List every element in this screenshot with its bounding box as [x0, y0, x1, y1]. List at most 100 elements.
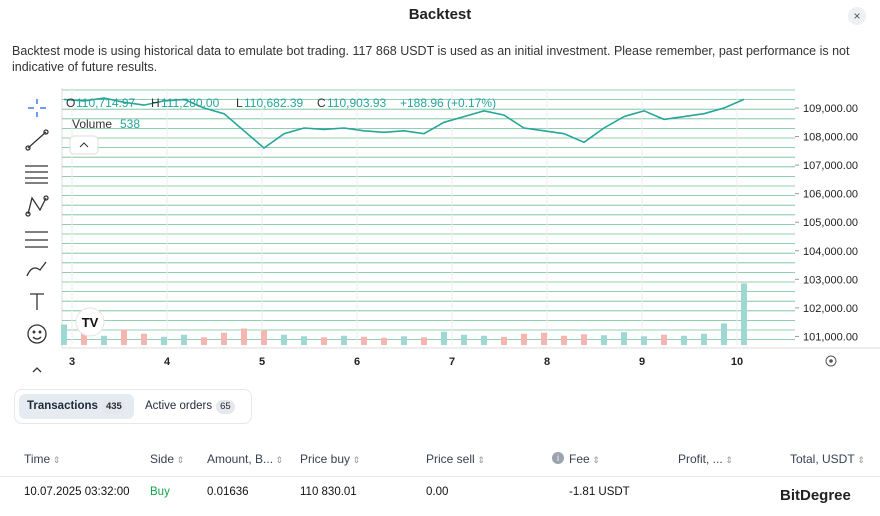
close-button[interactable]: ×: [848, 7, 866, 25]
toolbar: [25, 99, 49, 373]
ohlc-l-label: L: [236, 96, 243, 110]
volume-bar: [221, 332, 227, 345]
y-tick-label: 103,000.00: [803, 274, 858, 286]
sort-icon: ⇕: [589, 455, 600, 465]
volume-bar: [741, 283, 747, 345]
description: Backtest mode is using historical data t…: [12, 44, 850, 74]
x-tick-label: 7: [449, 356, 455, 368]
text-tool[interactable]: [30, 293, 44, 310]
collapse-legend[interactable]: [69, 135, 99, 155]
ohlc-h: 111,280.00: [161, 96, 220, 110]
tab-label: Active orders: [145, 400, 213, 412]
price-line: [63, 97, 745, 150]
column-header[interactable]: Price buy ⇕: [300, 452, 361, 466]
volume-bar: [321, 337, 327, 345]
svg-text:TV: TV: [82, 315, 99, 330]
column-header[interactable]: Profit, ... ⇕: [678, 452, 733, 466]
tab-label: Transactions: [27, 400, 98, 412]
volume-bar: [261, 330, 267, 345]
volume-bar: [101, 335, 107, 345]
volume-bar: [181, 334, 187, 345]
volume-bar: [341, 335, 347, 345]
ohlc-c-label: C: [317, 96, 326, 110]
volume-value: 538: [120, 117, 140, 131]
plot: [61, 88, 747, 345]
volume-bar: [301, 336, 307, 345]
volume-bar: [661, 334, 667, 345]
fib-tool[interactable]: [25, 165, 48, 184]
title: Backtest: [408, 6, 472, 23]
y-tick-label: 105,000.00: [803, 217, 858, 229]
table-cell: -1.81 USDT: [569, 486, 630, 498]
line-tool[interactable]: [25, 129, 49, 151]
volume-bar: [421, 337, 427, 345]
ohlc-o: 110,714.97: [76, 96, 135, 110]
x-tick-label: 3: [69, 356, 75, 368]
y-tick-label: 104,000.00: [803, 246, 858, 258]
crosshair-tool[interactable]: [28, 99, 46, 117]
table-cell: 110 830.01: [300, 486, 357, 498]
emoji-tool[interactable]: [27, 324, 47, 344]
tab-transactions[interactable]: Transactions 435: [19, 394, 134, 419]
volume-bar: [601, 335, 607, 345]
volume-bar: [201, 337, 207, 345]
volume-bar: [501, 336, 507, 345]
x-tick-label: 6: [354, 356, 360, 368]
x-tick-label: 5: [259, 356, 265, 368]
sort-icon: ⇕: [350, 455, 361, 465]
volume-bar: [721, 323, 727, 345]
tabs: Transactions 435 Active orders 65: [14, 389, 252, 424]
volume-bar: [641, 336, 647, 345]
table-cell: 0.00: [426, 486, 449, 498]
volume-bar: [401, 336, 407, 345]
volume-bar: [621, 332, 627, 345]
y-tick-label: 101,000.00: [803, 331, 858, 343]
ohlc-change: +188.96 (+0.17%): [400, 96, 496, 110]
collapse-toolbar[interactable]: [32, 367, 42, 373]
volume-bar: [381, 337, 387, 345]
volume-bar: [581, 334, 587, 345]
order-levels: [62, 89, 795, 341]
ohlc-l: 110,682.39: [244, 96, 303, 110]
settings-icon[interactable]: [825, 355, 837, 367]
brush-tool[interactable]: [26, 261, 47, 277]
volume-bar: [461, 334, 467, 345]
column-header[interactable]: Price sell ⇕: [426, 452, 485, 466]
volume-bar: [241, 328, 247, 345]
y-tick-label: 106,000.00: [803, 189, 858, 201]
sort-icon: ⇕: [474, 455, 485, 465]
volume-bar: [121, 329, 127, 345]
volume-bar: [161, 336, 167, 345]
forecast-tool[interactable]: [25, 231, 48, 248]
row-separator: [0, 476, 880, 477]
column-header[interactable]: Fee ⇕: [569, 452, 600, 466]
tv-logo: TV: [75, 307, 105, 337]
volume-bar: [281, 334, 287, 345]
ohlc-o-label: O: [66, 96, 75, 110]
volume-bar: [141, 333, 147, 345]
column-header[interactable]: Amount, B... ⇕: [207, 452, 284, 466]
info-icon[interactable]: i: [552, 452, 564, 464]
watermark: BitDegree: [780, 483, 876, 509]
chart: O 110,714.97 H 111,280.00 L 110,682.39 C…: [25, 88, 880, 373]
sort-icon: ⇕: [854, 455, 865, 465]
volume-bar: [81, 332, 87, 345]
tab-count: 435: [101, 400, 126, 414]
y-tick-label: 109,000.00: [803, 103, 858, 115]
volume-bar: [681, 335, 687, 345]
sort-icon: ⇕: [50, 455, 61, 465]
y-tick-label: 108,000.00: [803, 132, 858, 144]
x-tick-label: 8: [544, 356, 550, 368]
column-header[interactable]: Time ⇕: [24, 452, 61, 466]
volume-bar: [701, 333, 707, 345]
volume-bar: [541, 332, 547, 345]
column-header[interactable]: Total, USDT ⇕: [790, 452, 865, 466]
table-cell: 10.07.2025 03:32:00: [24, 486, 130, 498]
pattern-tool[interactable]: [25, 195, 49, 217]
y-tick-label: 102,000.00: [803, 303, 858, 315]
tab-active-orders[interactable]: Active orders 65: [137, 394, 243, 419]
column-header[interactable]: Side ⇕: [150, 452, 185, 466]
x-tick-label: 10: [731, 356, 743, 368]
ohlc-h-label: H: [151, 96, 160, 110]
